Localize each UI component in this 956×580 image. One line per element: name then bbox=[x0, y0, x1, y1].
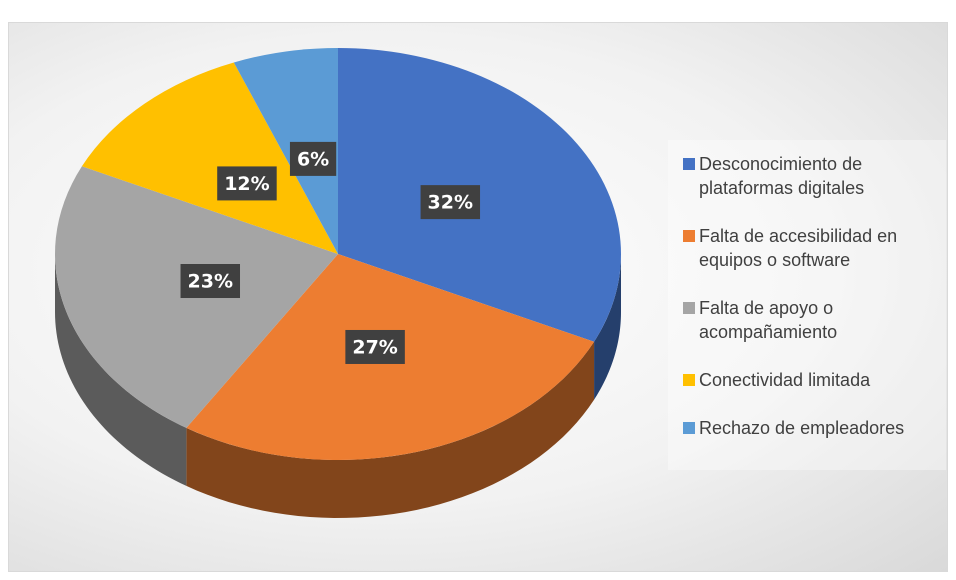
legend-swatch bbox=[683, 422, 695, 434]
data-label: 12% bbox=[217, 166, 277, 201]
slice bbox=[81, 62, 338, 254]
legend-entry: Falta de apoyo o acompañamiento bbox=[683, 296, 946, 344]
slice-side bbox=[55, 254, 187, 486]
legend-label: Conectividad limitada bbox=[699, 370, 871, 390]
data-label-box bbox=[420, 185, 481, 220]
data-label-box bbox=[289, 141, 337, 176]
legend-entry: Falta de accesibilidad en equipos o soft… bbox=[683, 224, 946, 272]
data-label-box bbox=[180, 264, 241, 299]
data-label-box bbox=[345, 329, 405, 364]
data-label-text: 23% bbox=[188, 271, 233, 293]
legend-label: Falta de apoyo o acompañamiento bbox=[699, 298, 838, 342]
slice-side bbox=[186, 341, 595, 518]
legend-label: Rechazo de empleadores bbox=[699, 418, 905, 438]
data-label-text: 27% bbox=[352, 336, 397, 358]
data-label: 27% bbox=[345, 329, 405, 364]
legend-entry: Conectividad limitada bbox=[683, 368, 946, 392]
data-label-box bbox=[217, 166, 277, 201]
legend-swatch bbox=[683, 158, 695, 170]
legend-entry: Rechazo de empleadores bbox=[683, 416, 946, 440]
legend-swatch bbox=[683, 230, 695, 242]
slice bbox=[233, 48, 338, 254]
data-label-text: 6% bbox=[297, 148, 329, 170]
legend: Desconocimiento de plataformas digitales… bbox=[668, 140, 946, 470]
data-label-text: 32% bbox=[428, 192, 473, 214]
legend-swatch bbox=[683, 374, 695, 386]
data-label-text: 12% bbox=[224, 173, 269, 195]
data-label: 32% bbox=[420, 185, 481, 220]
legend-label: Desconocimiento de plataformas digitales bbox=[699, 154, 865, 198]
slice-side bbox=[594, 254, 621, 400]
legend-label: Falta de accesibilidad en equipos o soft… bbox=[699, 226, 898, 270]
data-label: 6% bbox=[289, 141, 337, 176]
legend-swatch bbox=[683, 302, 695, 314]
legend-entry: Desconocimiento de plataformas digitales bbox=[683, 152, 946, 200]
data-label: 23% bbox=[180, 264, 241, 299]
